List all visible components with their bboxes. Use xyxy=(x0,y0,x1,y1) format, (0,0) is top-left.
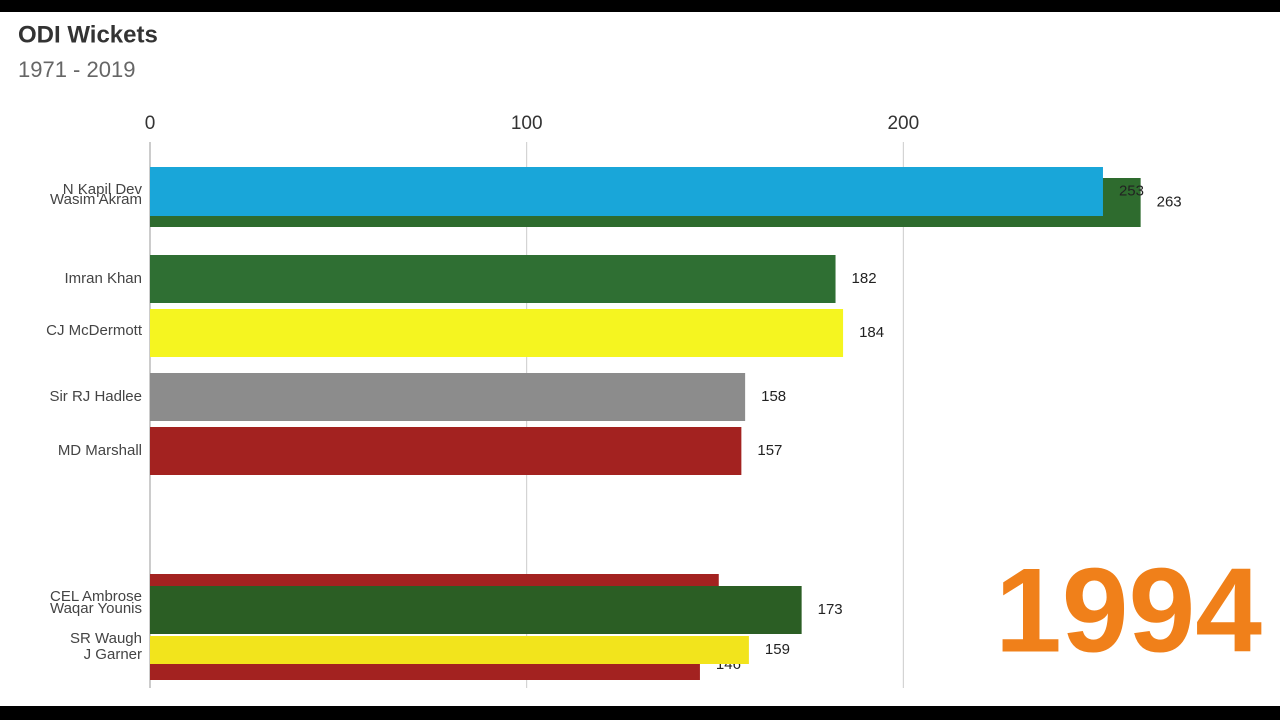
value-label: 253 xyxy=(1119,182,1144,199)
value-label: 182 xyxy=(852,270,877,287)
y-tick-label: Waqar Younis xyxy=(50,600,142,617)
year-label: 1994 xyxy=(995,544,1262,678)
y-tick-label: Wasim Akram xyxy=(50,191,142,208)
value-label: 263 xyxy=(1157,193,1182,210)
y-tick-label: CJ McDermott xyxy=(46,322,143,339)
bar xyxy=(150,255,836,303)
bar xyxy=(150,309,844,357)
y-tick-label: MD Marshall xyxy=(58,442,142,459)
x-tick-label: 0 xyxy=(145,113,156,134)
value-label: 173 xyxy=(818,601,843,618)
y-tick-label: SR Waugh xyxy=(70,630,142,647)
bar xyxy=(150,636,749,664)
chart-title: ODI Wickets xyxy=(18,21,158,48)
y-tick-label: J Garner xyxy=(84,646,142,663)
value-label: 157 xyxy=(757,442,782,459)
y-tick-label: CEL Ambrose xyxy=(50,588,142,605)
bar xyxy=(150,373,746,421)
x-tick-label: 100 xyxy=(511,113,543,134)
value-label: 158 xyxy=(761,388,786,405)
bar xyxy=(150,586,802,634)
y-tick-label: Sir RJ Hadlee xyxy=(49,388,142,405)
y-tick-label: Imran Khan xyxy=(64,270,142,287)
y-tick-label: N Kapil Dev xyxy=(63,181,143,198)
value-label: 159 xyxy=(765,641,790,658)
bar xyxy=(150,167,1103,216)
chart-subtitle: 1971 - 2019 xyxy=(18,57,135,82)
x-tick-label: 200 xyxy=(887,113,919,134)
value-label: 184 xyxy=(859,324,884,341)
bar xyxy=(150,427,742,475)
